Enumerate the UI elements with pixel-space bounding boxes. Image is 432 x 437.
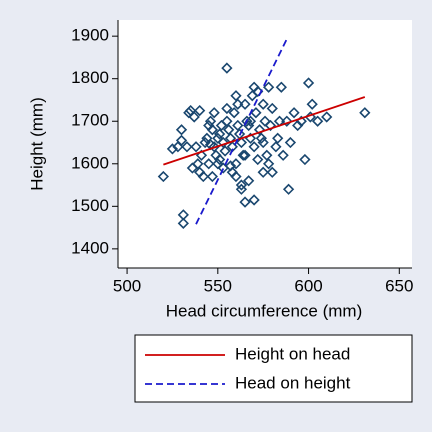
data-point xyxy=(230,158,242,170)
data-point xyxy=(272,132,284,144)
fit-line xyxy=(163,96,366,166)
y-tick-label: 1500 xyxy=(71,196,109,215)
data-point xyxy=(206,170,219,183)
data-point xyxy=(257,166,269,178)
data-point xyxy=(239,196,251,208)
data-point xyxy=(261,149,273,161)
data-point xyxy=(175,134,188,147)
y-tick-label: 1600 xyxy=(71,153,109,172)
data-point xyxy=(181,141,193,153)
data-point xyxy=(219,145,231,157)
data-point xyxy=(203,158,215,170)
data-point xyxy=(282,183,295,195)
data-point xyxy=(235,179,248,191)
data-point xyxy=(262,81,275,93)
x-tick-label: 600 xyxy=(294,276,322,295)
data-point xyxy=(190,141,202,153)
data-point xyxy=(250,107,262,119)
legend-label: Head on height xyxy=(235,373,351,392)
data-point xyxy=(306,98,318,110)
data-point xyxy=(262,158,275,170)
data-point xyxy=(252,153,264,166)
data-point xyxy=(221,115,233,127)
data-point xyxy=(239,98,251,110)
data-point xyxy=(235,136,248,149)
y-tick-label: 1400 xyxy=(71,238,109,257)
data-point xyxy=(253,124,266,136)
data-point xyxy=(302,77,315,89)
y-tick-label: 1800 xyxy=(71,68,109,87)
data-point xyxy=(266,166,278,178)
data-point xyxy=(270,141,282,153)
data-point xyxy=(217,136,229,149)
data-point xyxy=(232,119,244,132)
y-axis-title: Height (mm) xyxy=(27,97,46,191)
data-point xyxy=(221,102,233,115)
data-point xyxy=(213,128,226,140)
legend-box xyxy=(134,334,413,403)
data-point xyxy=(255,132,268,144)
data-point xyxy=(237,149,249,161)
data-point xyxy=(288,107,300,119)
data-point xyxy=(281,115,293,127)
data-point xyxy=(213,153,226,166)
data-point xyxy=(228,107,240,119)
data-point xyxy=(257,98,269,110)
data-point xyxy=(157,170,170,183)
data-point xyxy=(208,107,220,119)
data-point xyxy=(177,209,189,221)
data-point xyxy=(204,115,217,127)
data-point xyxy=(359,107,371,119)
y-tick-label: 1700 xyxy=(71,111,109,130)
data-point xyxy=(166,143,179,155)
data-point xyxy=(248,141,260,153)
data-point xyxy=(223,124,235,136)
data-point xyxy=(321,111,333,123)
data-point xyxy=(241,115,253,127)
data-point xyxy=(243,175,255,187)
legend-label: Height on head xyxy=(235,344,350,363)
data-point xyxy=(194,104,206,117)
data-point xyxy=(311,115,324,127)
x-axis-title: Head circumference (mm) xyxy=(166,301,363,320)
data-point xyxy=(224,160,237,172)
data-point xyxy=(175,124,188,136)
data-point xyxy=(192,158,204,170)
data-point xyxy=(252,85,264,98)
data-point xyxy=(275,81,287,93)
data-point xyxy=(264,119,277,132)
data-point xyxy=(248,194,260,206)
data-point xyxy=(239,149,251,161)
data-point xyxy=(230,90,242,102)
data-point xyxy=(208,141,220,153)
data-point xyxy=(257,136,269,149)
data-point xyxy=(188,111,200,123)
data-point xyxy=(299,153,311,166)
data-point xyxy=(277,149,289,161)
data-point xyxy=(221,62,233,74)
data-point xyxy=(230,170,242,183)
data-point xyxy=(177,217,189,229)
x-tick-label: 650 xyxy=(385,276,413,295)
x-tick-label: 550 xyxy=(204,276,232,295)
data-point xyxy=(232,98,244,110)
data-point xyxy=(259,115,271,127)
data-point xyxy=(194,166,206,178)
data-point xyxy=(266,102,278,115)
y-tick-label: 1900 xyxy=(71,26,109,45)
data-point xyxy=(284,136,297,149)
data-point xyxy=(235,183,248,195)
plot-region xyxy=(118,20,412,268)
x-tick-label: 500 xyxy=(113,276,141,295)
data-point xyxy=(206,124,219,136)
fit-line xyxy=(195,38,288,225)
